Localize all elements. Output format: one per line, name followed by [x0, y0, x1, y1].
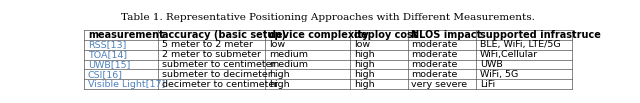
- Text: moderate: moderate: [412, 70, 458, 79]
- Text: Table 1. Representative Positioning Approaches with Different Measurements.: Table 1. Representative Positioning Appr…: [121, 13, 535, 22]
- Text: medium: medium: [269, 50, 308, 59]
- Text: NLOS impact: NLOS impact: [412, 30, 482, 40]
- Text: supported infrastruce: supported infrastruce: [480, 30, 601, 40]
- Text: high: high: [354, 60, 374, 69]
- Text: high: high: [269, 80, 289, 89]
- Text: very severe: very severe: [412, 80, 468, 89]
- Text: RSS[13]: RSS[13]: [88, 40, 126, 49]
- Text: high: high: [354, 50, 374, 59]
- Text: CSI[16]: CSI[16]: [88, 70, 123, 79]
- Text: accuracy (basic setup): accuracy (basic setup): [162, 30, 286, 40]
- Text: low: low: [354, 40, 370, 49]
- Text: WiFi, 5G: WiFi, 5G: [480, 70, 518, 79]
- Text: 5 meter to 2 meter: 5 meter to 2 meter: [162, 40, 253, 49]
- Text: Visible Light[17]: Visible Light[17]: [88, 80, 165, 89]
- Text: low: low: [269, 40, 285, 49]
- Text: high: high: [269, 70, 289, 79]
- Text: 2 meter to submeter: 2 meter to submeter: [162, 50, 261, 59]
- Text: submeter to decimeter: submeter to decimeter: [162, 70, 272, 79]
- Text: BLE, WiFi, LTE/5G: BLE, WiFi, LTE/5G: [480, 40, 561, 49]
- Text: medium: medium: [269, 60, 308, 69]
- Text: high: high: [354, 70, 374, 79]
- Text: moderate: moderate: [412, 60, 458, 69]
- Text: high: high: [354, 80, 374, 89]
- Text: WiFi,Cellular: WiFi,Cellular: [480, 50, 538, 59]
- Text: device complexity: device complexity: [269, 30, 369, 40]
- Text: submeter to centimeter: submeter to centimeter: [162, 60, 275, 69]
- Text: moderate: moderate: [412, 40, 458, 49]
- Text: deploy cost: deploy cost: [354, 30, 417, 40]
- Text: UWB: UWB: [480, 60, 503, 69]
- Text: LiFi: LiFi: [480, 80, 495, 89]
- Text: decimeter to centimeter: decimeter to centimeter: [162, 80, 278, 89]
- Text: UWB[15]: UWB[15]: [88, 60, 131, 69]
- Text: TOA[14]: TOA[14]: [88, 50, 127, 59]
- Text: moderate: moderate: [412, 50, 458, 59]
- Text: measurement: measurement: [88, 30, 164, 40]
